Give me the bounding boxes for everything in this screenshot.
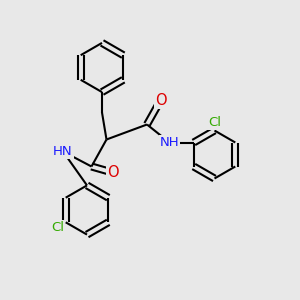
- Text: HN: HN: [53, 145, 73, 158]
- Text: O: O: [107, 165, 118, 180]
- Text: Cl: Cl: [51, 221, 64, 234]
- Text: Cl: Cl: [208, 116, 221, 129]
- Text: NH: NH: [160, 136, 179, 149]
- Text: O: O: [155, 93, 166, 108]
